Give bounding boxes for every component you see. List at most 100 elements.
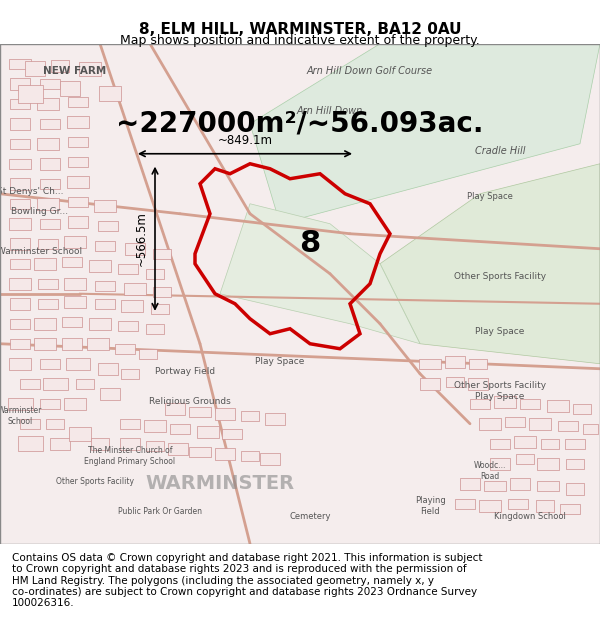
Polygon shape	[470, 399, 490, 409]
Polygon shape	[95, 241, 115, 251]
Polygon shape	[484, 481, 506, 491]
Text: St Denys' Ch...: St Denys' Ch...	[0, 187, 63, 196]
Text: Play Space: Play Space	[256, 357, 305, 366]
Polygon shape	[560, 504, 580, 514]
Polygon shape	[505, 417, 525, 427]
Polygon shape	[10, 339, 30, 349]
Text: Contains OS data © Crown copyright and database right 2021. This information is : Contains OS data © Crown copyright and d…	[12, 553, 482, 563]
Text: Woodc...
Road: Woodc... Road	[474, 461, 506, 481]
Polygon shape	[38, 299, 58, 309]
Polygon shape	[197, 426, 219, 438]
Text: to Crown copyright and database rights 2023 and is reproduced with the permissio: to Crown copyright and database rights 2…	[12, 564, 467, 574]
Polygon shape	[10, 238, 30, 250]
Text: WARMINSTER: WARMINSTER	[145, 474, 295, 492]
Polygon shape	[121, 369, 139, 379]
Polygon shape	[95, 281, 115, 291]
Polygon shape	[125, 242, 145, 255]
Polygon shape	[68, 197, 88, 207]
Polygon shape	[115, 344, 135, 354]
Polygon shape	[94, 200, 116, 212]
Polygon shape	[38, 279, 58, 289]
Polygon shape	[40, 158, 60, 170]
Text: Warminster School: Warminster School	[0, 247, 83, 256]
Polygon shape	[146, 324, 164, 334]
Polygon shape	[139, 349, 157, 359]
Polygon shape	[529, 418, 551, 430]
Polygon shape	[566, 482, 584, 495]
Polygon shape	[537, 481, 559, 491]
Polygon shape	[520, 399, 540, 409]
Polygon shape	[189, 447, 211, 457]
Polygon shape	[64, 278, 86, 290]
Polygon shape	[479, 418, 501, 430]
Polygon shape	[69, 427, 91, 441]
Polygon shape	[37, 198, 59, 210]
Polygon shape	[460, 478, 480, 490]
Polygon shape	[10, 319, 30, 329]
Polygon shape	[419, 359, 441, 369]
Polygon shape	[153, 287, 171, 297]
Polygon shape	[215, 408, 235, 420]
Polygon shape	[9, 59, 31, 69]
Polygon shape	[124, 282, 146, 295]
Polygon shape	[34, 258, 56, 270]
Text: HM Land Registry. The polygons (including the associated geometry, namely x, y: HM Land Registry. The polygons (includin…	[12, 576, 434, 586]
Polygon shape	[89, 260, 111, 272]
Polygon shape	[98, 221, 118, 231]
Polygon shape	[62, 257, 82, 267]
Polygon shape	[10, 298, 30, 310]
Polygon shape	[60, 81, 80, 96]
Polygon shape	[455, 499, 475, 509]
Polygon shape	[468, 378, 488, 390]
Polygon shape	[151, 304, 169, 314]
Polygon shape	[64, 296, 86, 308]
Polygon shape	[87, 338, 109, 350]
Polygon shape	[46, 419, 64, 429]
Polygon shape	[68, 137, 88, 147]
Polygon shape	[9, 217, 31, 230]
Text: Religious Grounds: Religious Grounds	[149, 397, 231, 406]
Polygon shape	[120, 419, 140, 429]
Polygon shape	[64, 398, 86, 410]
Text: NEW FARM: NEW FARM	[43, 66, 107, 76]
Polygon shape	[89, 318, 111, 330]
Polygon shape	[76, 379, 94, 389]
Text: The Minster Church of
England Primary School: The Minster Church of England Primary Sc…	[85, 446, 176, 466]
Polygon shape	[508, 499, 528, 509]
Polygon shape	[10, 259, 30, 269]
Polygon shape	[445, 356, 465, 367]
Text: 8: 8	[299, 229, 320, 258]
Polygon shape	[37, 138, 59, 150]
Text: Other Sports Facility: Other Sports Facility	[56, 477, 134, 486]
Polygon shape	[7, 398, 32, 410]
Polygon shape	[17, 85, 43, 102]
Text: ~566.5m: ~566.5m	[135, 211, 148, 266]
Polygon shape	[98, 362, 118, 375]
Polygon shape	[34, 318, 56, 330]
Polygon shape	[118, 264, 138, 274]
Polygon shape	[91, 438, 109, 450]
Polygon shape	[62, 317, 82, 327]
Polygon shape	[241, 451, 259, 461]
Polygon shape	[25, 61, 45, 76]
Polygon shape	[40, 179, 60, 189]
Polygon shape	[10, 78, 30, 90]
Polygon shape	[420, 378, 440, 390]
Polygon shape	[168, 442, 188, 455]
Polygon shape	[38, 239, 58, 249]
Polygon shape	[380, 164, 600, 364]
Polygon shape	[20, 419, 40, 429]
Polygon shape	[67, 116, 89, 128]
Polygon shape	[170, 424, 190, 434]
Text: Warminster
School: Warminster School	[0, 406, 42, 426]
Text: Portway Field: Portway Field	[155, 367, 215, 376]
Polygon shape	[40, 119, 60, 129]
Text: Bowling Gr...: Bowling Gr...	[11, 207, 68, 216]
Polygon shape	[20, 379, 40, 389]
Polygon shape	[10, 139, 30, 149]
Polygon shape	[62, 338, 82, 350]
Polygon shape	[566, 459, 584, 469]
Polygon shape	[153, 249, 171, 259]
Text: Playing
Field: Playing Field	[415, 496, 445, 516]
Polygon shape	[118, 321, 138, 331]
